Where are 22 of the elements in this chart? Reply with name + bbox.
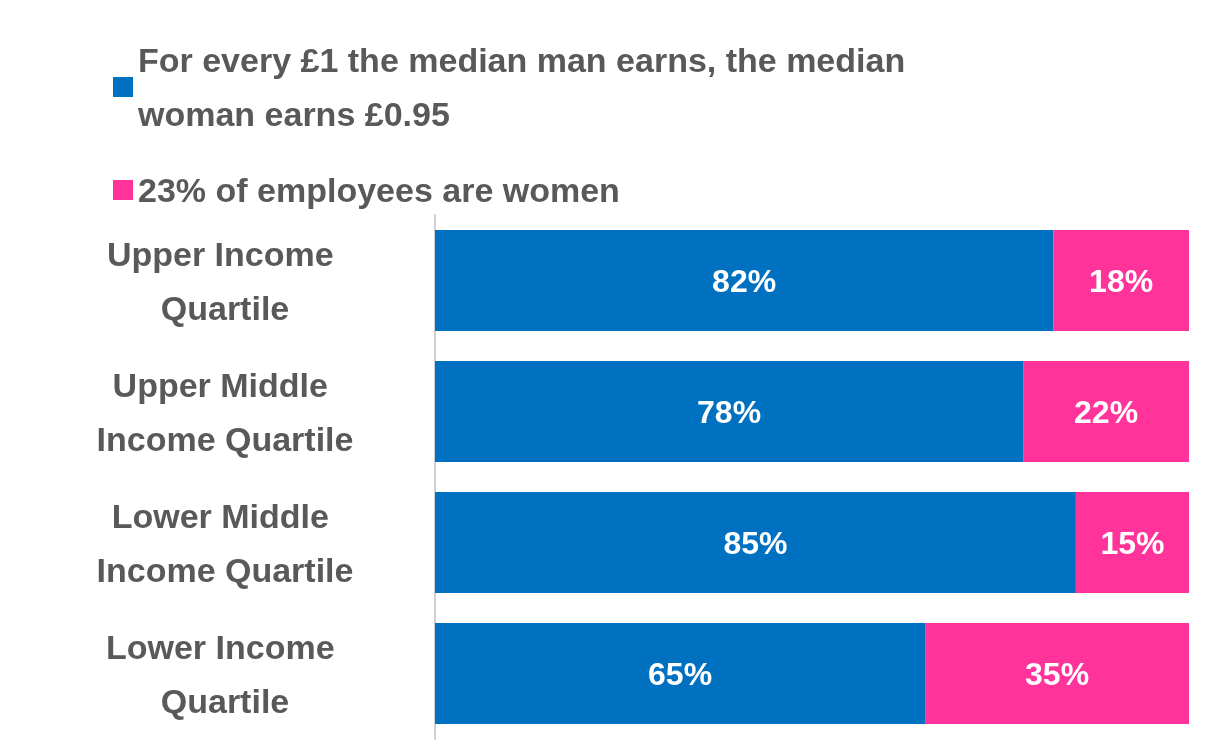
data-label: 85% [723, 524, 788, 561]
legend-label: For every £1 the median man earns, the median woman earns £0.95 [137, 41, 915, 133]
legend-label: 23% of employees are women [138, 171, 620, 209]
bar [1023, 361, 1189, 462]
bar [435, 492, 1076, 593]
bar [435, 623, 926, 724]
bar [435, 361, 1024, 462]
bar [925, 623, 1189, 724]
data-label: 15% [1100, 524, 1165, 561]
data-label: 78% [697, 393, 762, 430]
data-label: 18% [1089, 262, 1154, 299]
data-label: 82% [712, 262, 777, 299]
y-tick-label: Lower Income Quartile [105, 627, 345, 720]
y-tick-label: Lower Middle Income Quartile [96, 496, 354, 589]
y-tick-label: Upper Income Quartile [106, 234, 344, 327]
data-label: 65% [648, 655, 713, 692]
data-label: 35% [1025, 655, 1090, 692]
y-tick-label: Upper Middle Income Quartile [96, 365, 354, 458]
bar [435, 230, 1054, 331]
bar [1053, 230, 1189, 331]
data-label: 22% [1074, 393, 1139, 430]
bar [1075, 492, 1189, 593]
